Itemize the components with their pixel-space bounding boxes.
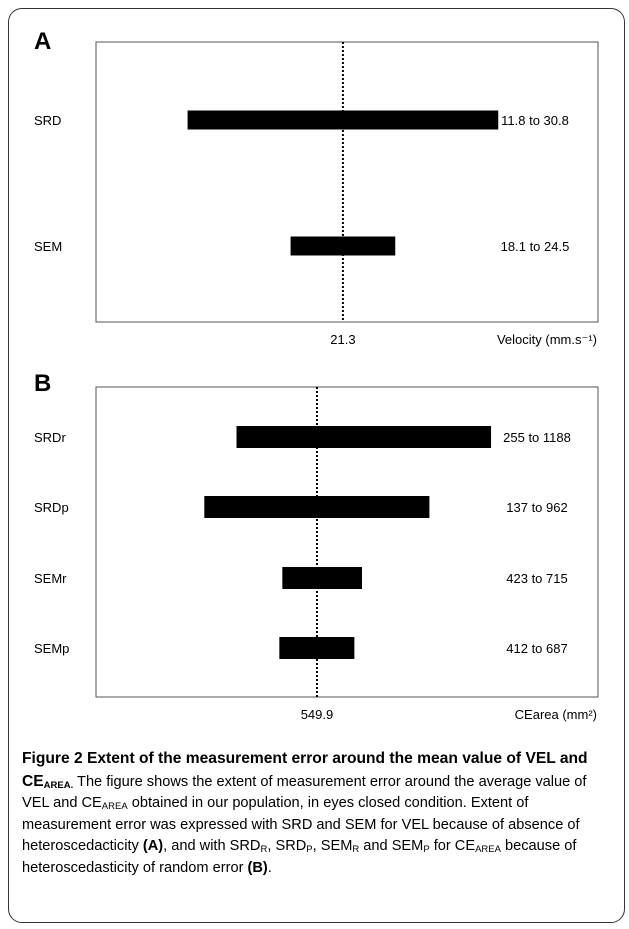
figure-frame [8,8,625,923]
range-bar [290,236,396,256]
plot-frame [95,41,599,323]
range-label: 18.1 to 24.5 [501,239,570,254]
range-label: 137 to 962 [506,500,567,515]
range-bar [187,110,499,130]
range-label: 11.8 to 30.8 [501,113,569,128]
range-label: 255 to 1188 [503,430,571,445]
category-label: SEMp [34,641,69,656]
x-axis-label: CEarea (mm²) [515,707,597,722]
plot-frame [95,386,599,698]
range-label: 423 to 715 [506,571,567,586]
mean-value-label: 549.9 [301,707,334,722]
caption-title: Figure 2 Extent of the measurement error… [22,750,588,791]
category-label: SEM [34,239,62,254]
mean-value-label: 21.3 [330,332,355,347]
category-label: SEMr [34,571,67,586]
range-label: 412 to 687 [506,641,567,656]
range-bar [236,426,492,448]
panel-b-letter: B [34,370,52,397]
figure-caption: Figure 2 Extent of the measurement error… [22,750,588,876]
range-bar [204,496,430,518]
range-bar [279,637,355,659]
range-bar [282,567,363,589]
panel-a-letter: A [34,28,52,55]
category-label: SRD [34,113,61,128]
category-label: SRDr [34,430,66,445]
x-axis-label: Velocity (mm.s⁻¹) [497,332,597,347]
category-label: SRDp [34,500,69,515]
